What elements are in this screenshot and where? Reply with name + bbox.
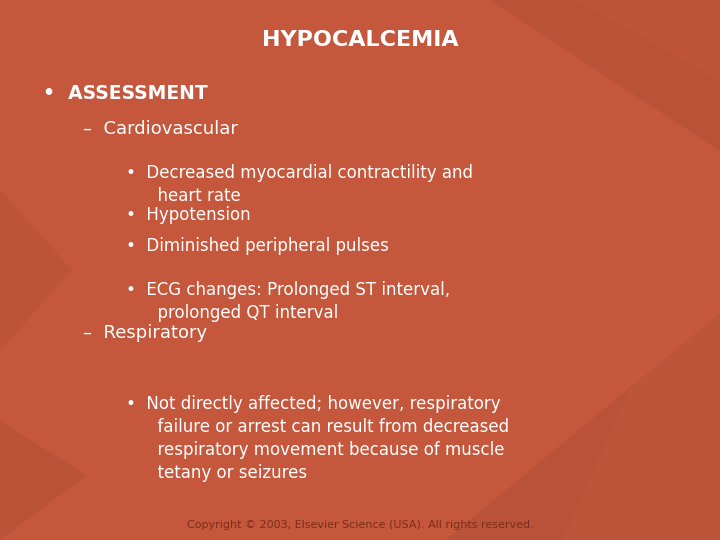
Polygon shape bbox=[0, 189, 72, 351]
Text: –  Cardiovascular: – Cardiovascular bbox=[83, 120, 238, 138]
Polygon shape bbox=[562, 189, 720, 540]
Polygon shape bbox=[576, 0, 720, 81]
Polygon shape bbox=[0, 421, 86, 540]
Polygon shape bbox=[446, 313, 720, 540]
Text: •  Hypotension: • Hypotension bbox=[126, 206, 251, 224]
Text: Copyright © 2003, Elsevier Science (USA). All rights reserved.: Copyright © 2003, Elsevier Science (USA)… bbox=[186, 520, 534, 530]
Text: HYPOCALCEMIA: HYPOCALCEMIA bbox=[261, 30, 459, 51]
Text: •  Decreased myocardial contractility and
      heart rate: • Decreased myocardial contractility and… bbox=[126, 164, 473, 205]
Text: •  Diminished peripheral pulses: • Diminished peripheral pulses bbox=[126, 237, 389, 254]
Text: –  Respiratory: – Respiratory bbox=[83, 324, 207, 342]
Text: •  ECG changes: Prolonged ST interval,
      prolonged QT interval: • ECG changes: Prolonged ST interval, pr… bbox=[126, 281, 450, 322]
Text: •  Not directly affected; however, respiratory
      failure or arrest can resul: • Not directly affected; however, respir… bbox=[126, 395, 509, 482]
Polygon shape bbox=[490, 0, 720, 151]
Text: •  ASSESSMENT: • ASSESSMENT bbox=[43, 84, 208, 103]
